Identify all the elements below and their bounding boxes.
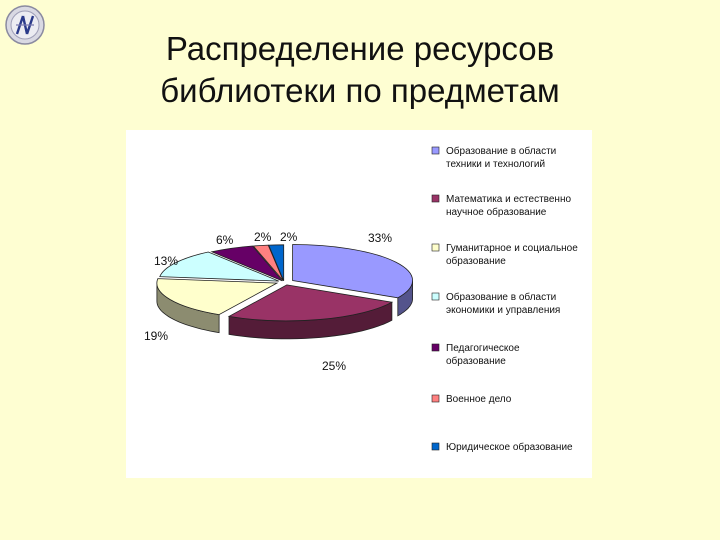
legend-swatch <box>431 343 440 352</box>
pie-slice <box>292 244 413 299</box>
pie-slice <box>210 245 283 282</box>
pie-slice <box>159 251 279 282</box>
legend-label: Педагогическое <box>446 343 520 354</box>
data-label: 2% <box>254 230 272 244</box>
page-title: Распределение ресурсов библиотеки по пре… <box>110 28 610 112</box>
legend-label: образование <box>446 255 506 267</box>
data-label: 19% <box>144 329 168 343</box>
data-label: 13% <box>154 254 178 268</box>
legend-label: образование <box>446 355 506 367</box>
pie-slice <box>268 244 285 281</box>
title-line-2: библиотеки по предметам <box>160 72 560 109</box>
legend-swatch <box>431 194 440 203</box>
pie-slice <box>252 244 284 282</box>
data-label: 6% <box>216 233 234 247</box>
legend-item: Юридическое образование <box>431 441 573 453</box>
legend-swatch <box>431 243 440 252</box>
legend-label: Образование в области <box>446 291 556 303</box>
chart-panel: 33% 25% 19% 13% 6% 2% 2% Образование в области… <box>126 130 592 478</box>
university-emblem-icon <box>5 5 45 45</box>
legend-label: экономики и управления <box>446 305 560 316</box>
legend-item: Образование в области экономики и управле… <box>431 291 560 316</box>
legend-swatch <box>431 292 440 301</box>
legend: Образование в области техники и технологи… <box>431 145 578 453</box>
title-line-1: Распределение ресурсов <box>165 30 555 67</box>
legend-label: Образование в области <box>446 145 556 157</box>
legend-label: Военное дело <box>446 394 512 405</box>
legend-swatch <box>431 146 440 155</box>
legend-label: Юридическое образование <box>446 441 573 453</box>
percent-labels: 33% 25% 19% 13% 6% 2% 2% <box>144 230 392 373</box>
legend-swatch <box>431 394 440 403</box>
pie-slice <box>227 284 394 322</box>
pie-chart: 33% 25% 19% 13% 6% 2% 2% Образование в области… <box>144 145 578 453</box>
legend-label: научное образование <box>446 206 547 218</box>
legend-swatch <box>431 442 440 451</box>
legend-label: Гуманитарное и социальное <box>446 243 578 254</box>
data-label: 33% <box>368 231 392 245</box>
legend-item: Образование в области техники и технологи… <box>431 145 556 170</box>
pie-slices <box>156 244 413 340</box>
data-label: 25% <box>322 359 346 373</box>
pie-slice <box>156 278 279 316</box>
data-label: 2% <box>280 230 298 244</box>
legend-label: Математика и естественно <box>446 194 571 205</box>
legend-label: техники и технологий <box>446 159 545 170</box>
legend-item: Военное дело <box>431 394 512 405</box>
